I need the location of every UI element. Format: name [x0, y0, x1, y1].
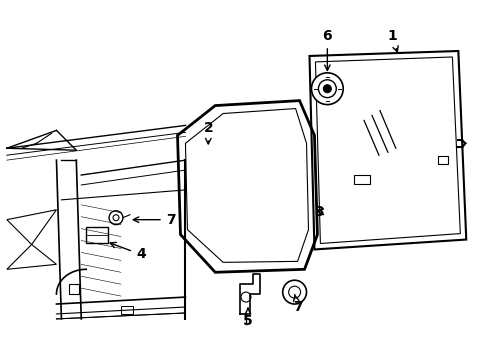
Circle shape: [109, 211, 122, 225]
FancyBboxPatch shape: [86, 227, 108, 243]
FancyBboxPatch shape: [121, 306, 133, 314]
Circle shape: [311, 73, 343, 105]
Text: 6: 6: [322, 29, 331, 71]
Text: 7: 7: [133, 213, 175, 227]
Circle shape: [282, 280, 306, 304]
FancyBboxPatch shape: [69, 284, 79, 294]
Text: 3: 3: [314, 205, 324, 219]
FancyBboxPatch shape: [353, 175, 369, 184]
Text: 4: 4: [110, 242, 145, 261]
Text: 2: 2: [203, 121, 213, 144]
FancyBboxPatch shape: [438, 156, 447, 164]
Text: 7: 7: [292, 294, 302, 314]
Text: 5: 5: [243, 308, 252, 328]
Text: 1: 1: [386, 29, 397, 52]
Circle shape: [323, 85, 331, 93]
